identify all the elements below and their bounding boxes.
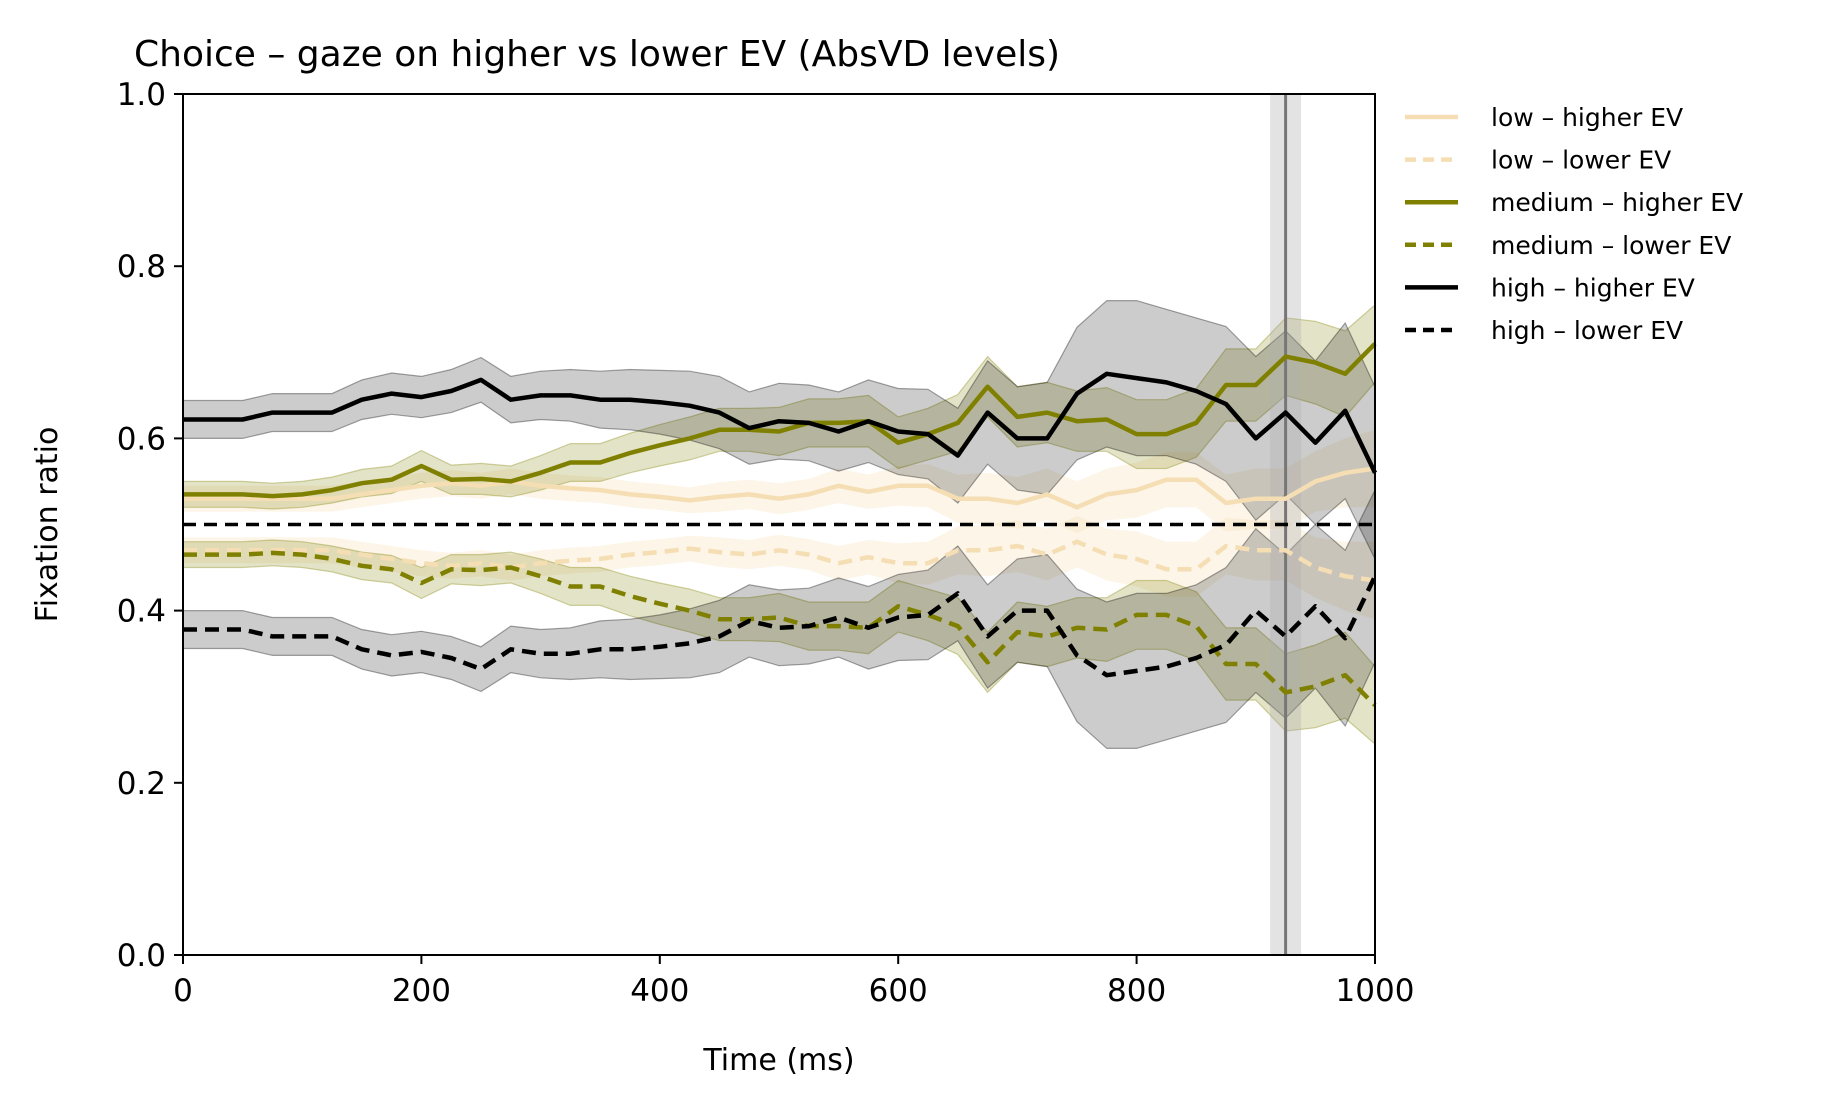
x-tick-label: 400 (630, 973, 689, 1009)
x-tick-label: 200 (392, 973, 451, 1009)
y-tick-label: 0.4 (117, 594, 166, 630)
legend-label-medium-higher-ev: medium – higher EV (1491, 188, 1743, 217)
legend: low – higher EV low – lower EV medium – hi… (1405, 103, 1743, 345)
x-axis-label: Time (ms) (702, 1043, 854, 1078)
series-line-low-higher-ev (183, 466, 1376, 510)
y-tick-label: 0.2 (117, 766, 166, 802)
x-axis: 0 200 400 600 800 1000 (173, 955, 1414, 1009)
x-tick-label: 600 (869, 973, 928, 1009)
chart-title: Choice – gaze on higher vs lower EV (Abs… (134, 34, 1060, 75)
plot-frame (182, 93, 1376, 956)
legend-label-high-higher-ev: high – higher EV (1491, 273, 1695, 302)
series-line-medium-higher-ev (183, 342, 1377, 499)
series-line-low-lower-ev (183, 539, 1376, 583)
series-line-medium-lower-ev (183, 550, 1377, 707)
legend-label-medium-lower-ev: medium – lower EV (1491, 231, 1731, 260)
y-tick-label: 0.0 (117, 938, 166, 974)
x-tick-label: 0 (173, 973, 193, 1009)
y-tick-label: 0.6 (117, 421, 166, 457)
series-line-high-higher-ev (183, 371, 1378, 474)
y-tick-label: 1.0 (117, 77, 166, 113)
x-tick-label: 1000 (1336, 973, 1415, 1009)
series-lines (183, 342, 1378, 707)
y-tick-label: 0.8 (117, 249, 166, 285)
legend-label-high-lower-ev: high – lower EV (1491, 316, 1683, 345)
y-axis: 0.0 0.2 0.4 0.6 0.8 1.0 (117, 77, 183, 974)
x-tick-label: 800 (1107, 973, 1166, 1009)
reference-lines (182, 94, 1375, 955)
legend-label-low-lower-ev: low – lower EV (1491, 146, 1671, 175)
series-line-high-lower-ev (183, 575, 1378, 678)
y-axis-label: Fixation ratio (30, 427, 65, 623)
legend-label-low-higher-ev: low – higher EV (1491, 103, 1683, 132)
